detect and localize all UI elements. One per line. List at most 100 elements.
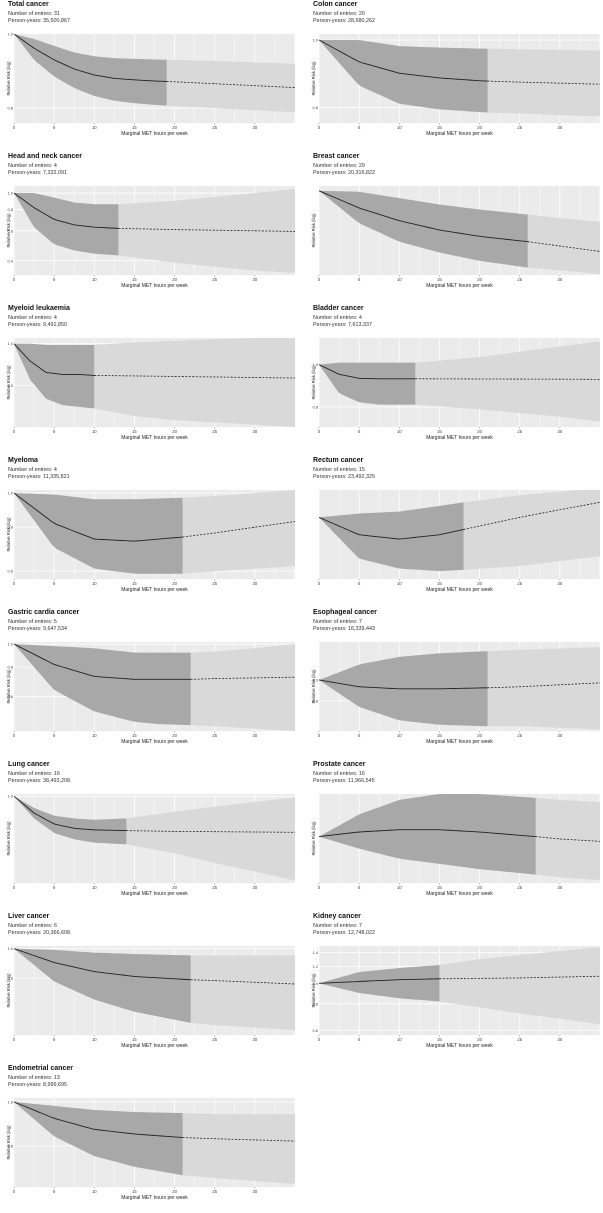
person-years: Person-years: 12,748,022 [313,930,376,936]
x-tick-label: 10 [92,1037,97,1042]
x-tick-label: 15 [132,277,137,282]
risk-curve [319,978,440,984]
data-point [398,378,400,380]
risk-curve [14,948,191,981]
data-point [519,517,521,518]
person-years: Person-years: 11,335,821 [8,474,70,480]
x-tick-label: 15 [437,1037,442,1042]
data-point [73,828,75,829]
chart-title: Liver cancer [8,913,50,920]
x-tick-label: 0 [13,733,16,738]
x-tick-label: 25 [517,733,522,738]
x-axis-label: Marginal MET hours per week [426,587,493,593]
x-tick-label: 0 [318,885,321,890]
x-tick-label: 5 [53,733,56,738]
data-point [53,1118,55,1119]
x-tick-label: 0 [318,429,321,434]
data-point [338,374,340,375]
x-axis-label: Marginal MET hours per week [426,283,493,289]
x-tick-label: 15 [437,581,442,586]
x-tick-label: 25 [212,885,217,890]
y-tick-label: 0.8 [7,106,13,111]
chart-title: Kidney cancer [313,913,361,920]
data-point [559,976,561,978]
data-point [319,836,320,837]
data-point [134,976,135,977]
data-point [479,978,480,979]
y-axis-label: Relative Risk (log) [311,973,316,1008]
x-tick-label: 5 [53,277,56,282]
person-years: Person-years: 8,999,695 [8,1082,68,1088]
person-years: Person-years: 20,366,608 [8,930,71,936]
ci-band-extrapolated [415,341,600,422]
ci-band-extrapolated [94,338,295,427]
ci-band [14,34,167,106]
x-axis-label: Marginal MET hours per week [121,1043,188,1049]
x-tick-label: 30 [558,429,563,434]
x-tick-label: 0 [318,1037,321,1042]
x-tick-label: 30 [253,1189,258,1194]
data-point [439,829,440,831]
plot-svg: 0 5 10 15 20 25 30 1.0 0.5 Marginal MET hours per… [6,338,296,441]
ci-band [14,493,183,574]
plot-svg: 0 5 10 15 20 25 30 1.0 0.8 Marginal MET hours per… [6,1098,296,1201]
data-point [319,982,320,984]
data-point [154,80,155,82]
x-tick-label: 30 [253,429,258,434]
x-tick-label: 25 [212,581,217,586]
entries-count: Number of entries: 5 [8,619,57,625]
ci-band-extrapolated [487,647,600,730]
person-years: Person-years: 38,493,208 [8,778,71,784]
entries-count: Number of entries: 7 [313,923,362,929]
plot-svg: 0 5 10 15 20 25 30 Marginal MET hours per week [318,490,601,593]
x-tick-label: 30 [558,733,563,738]
x-tick-label: 0 [13,429,16,434]
chart-title: Endometrial cancer [8,1065,73,1072]
y-axis-label: Relative Risk (log) [6,821,11,856]
data-point [73,224,75,226]
x-tick-label: 25 [517,125,522,130]
data-point [319,679,320,681]
data-point [519,81,521,83]
risk-curve [14,192,119,229]
data-point [14,948,15,949]
x-tick-label: 10 [397,885,402,890]
y-tick-label: 0.8 [312,404,318,409]
data-point [158,679,159,680]
x-tick-label: 20 [477,1037,482,1042]
x-tick-label: 30 [253,885,258,890]
y-axis-label: Relative Risk (log) [311,213,316,248]
data-point [33,812,35,814]
chart-panel-lung-cancer: Lung cancer Number of entries: 16 Person-y… [6,761,298,909]
ci-band [14,1101,183,1176]
data-point [73,68,75,70]
y-tick-label: 0.6 [7,694,13,699]
risk-curve [14,1101,183,1138]
data-point [134,540,135,542]
x-tick-label: 30 [558,885,563,890]
x-tick-label: 10 [92,733,97,738]
y-axis-label: Relative Risk (log) [6,365,11,400]
data-point [214,831,216,832]
plot-svg: 0 5 10 15 20 25 30 Marginal MET hours per week R… [311,794,601,897]
data-point [134,79,135,81]
data-point [463,529,464,530]
ci-band-extrapolated [527,214,600,274]
data-point [14,492,15,494]
plot-svg: 0 5 10 15 20 25 30 1.0 0.8 Marginal MET hours per… [311,338,601,441]
person-years: Person-years: 16,339,443 [313,626,376,632]
data-point [33,47,35,49]
x-tick-label: 30 [253,277,258,282]
data-point [14,343,15,345]
y-tick-label: 1.4 [312,950,318,955]
x-tick-label: 0 [13,581,16,586]
data-point [126,830,127,831]
y-tick-label: 0.8 [7,207,13,212]
plot-svg: 0 5 10 15 20 25 30 Marginal MET hours per week R… [311,186,601,289]
data-point [254,230,256,232]
plot-svg: 0 5 10 15 20 25 30 1.0 Marginal MET hours per we… [6,794,296,897]
x-tick-label: 0 [13,1189,16,1194]
data-point [134,375,135,377]
x-tick-label: 25 [212,733,217,738]
data-point [254,677,256,679]
